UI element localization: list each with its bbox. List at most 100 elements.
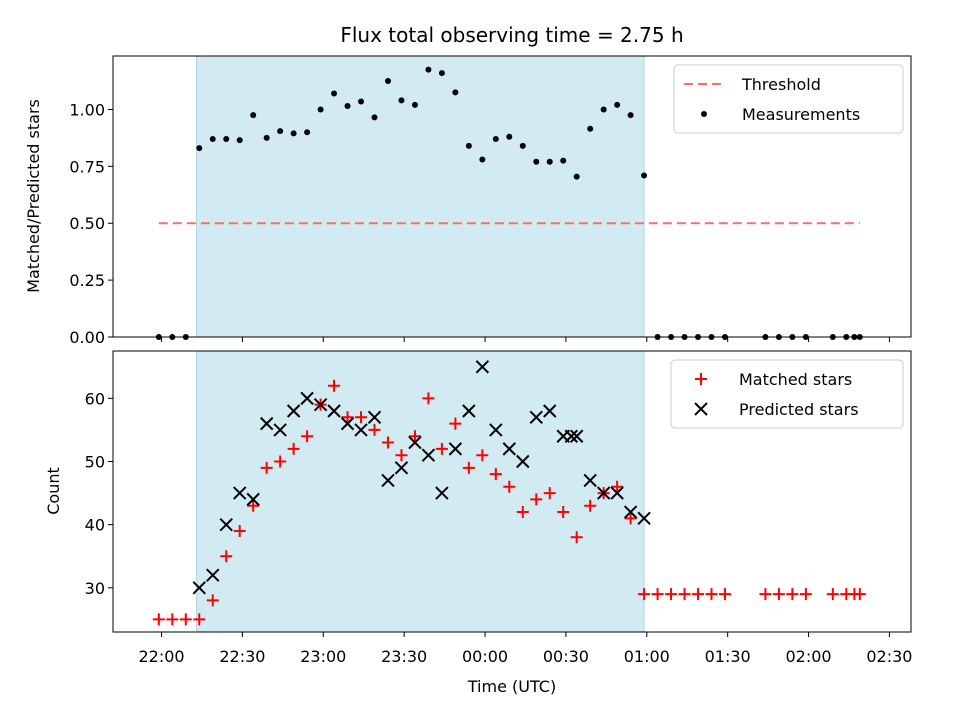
matched-stars-point xyxy=(368,423,381,436)
predicted-stars-point xyxy=(516,454,530,469)
predicted-stars-point xyxy=(623,505,638,519)
measurement-point xyxy=(479,156,486,163)
matched-stars-point xyxy=(435,442,448,455)
top-legend-box xyxy=(673,64,904,134)
top-y-tick-label: 0.50 xyxy=(69,214,105,233)
predicted-stars-point xyxy=(394,461,409,475)
measurement-point xyxy=(398,97,405,104)
x-tick-label: 23:00 xyxy=(300,647,346,666)
matched-stars-point xyxy=(530,493,543,506)
matched-stars-point xyxy=(260,461,273,474)
legend-label: Threshold xyxy=(741,75,821,94)
measurement-point xyxy=(627,112,634,119)
measurement-point xyxy=(371,114,378,121)
legend-predicted-handle xyxy=(694,402,708,416)
matched-stars-point xyxy=(381,436,394,449)
predicted-stars-point xyxy=(596,486,611,500)
measurement-point xyxy=(614,101,621,108)
measurement-point xyxy=(465,142,472,149)
x-tick-label: 23:30 xyxy=(381,647,427,666)
matched-stars-point xyxy=(651,588,664,601)
top-y-tick-label: 0.00 xyxy=(69,328,105,347)
bottom-axes-frame xyxy=(112,350,912,633)
predicted-stars-point xyxy=(300,391,314,406)
predicted-stars-point xyxy=(408,435,422,450)
matched-stars-point xyxy=(462,461,475,474)
measurement-point xyxy=(492,136,499,143)
predicted-stars-point xyxy=(421,448,436,462)
measurement-point xyxy=(223,136,230,143)
measurement-point xyxy=(573,173,580,180)
predicted-stars-point xyxy=(583,473,597,488)
matched-stars-point xyxy=(395,449,408,462)
measurement-point xyxy=(546,158,553,165)
top-series-measurements xyxy=(155,66,863,340)
bottom-observing-span xyxy=(196,351,645,632)
matched-stars-point xyxy=(355,411,368,424)
matched-stars-point xyxy=(853,588,866,601)
predicted-stars-point xyxy=(637,511,651,526)
matched-stars-point xyxy=(665,588,678,601)
x-tick-label: 02:30 xyxy=(866,647,912,666)
bottom-y-tick-label: 40 xyxy=(85,516,105,535)
top-y-tick-label: 0.25 xyxy=(69,271,105,290)
legend-label: Matched stars xyxy=(739,370,852,389)
measurement-point xyxy=(438,70,445,77)
measurement-point xyxy=(344,103,351,110)
matched-stars-point xyxy=(233,524,246,537)
matched-stars-point xyxy=(193,613,206,626)
predicted-stars-point xyxy=(475,360,490,374)
predicted-stars-point xyxy=(462,404,476,418)
matched-stars-point xyxy=(274,455,287,468)
measurement-point xyxy=(641,172,648,179)
measurement-point xyxy=(317,106,324,113)
matched-stars-point xyxy=(557,506,570,519)
measurement-point xyxy=(560,157,567,164)
matched-stars-point xyxy=(422,392,435,405)
x-tick-label: 02:00 xyxy=(785,647,831,666)
matched-stars-point xyxy=(772,588,785,601)
x-tick-label: 00:00 xyxy=(462,647,508,666)
matched-stars-point xyxy=(247,499,260,512)
bottom-y-tick-label: 50 xyxy=(85,453,105,472)
matched-stars-point xyxy=(301,430,314,443)
predicted-stars-point xyxy=(286,404,301,418)
bottom-y-tick-label: 30 xyxy=(85,579,105,598)
matched-stars-point xyxy=(220,550,233,563)
top-legend: Threshold Measurements xyxy=(673,64,904,134)
chart-title: Flux total observing time = 2.75 h xyxy=(340,23,683,47)
matched-stars-point xyxy=(408,430,421,443)
predicted-stars-point xyxy=(610,486,624,500)
bottom-series-predicted-stars xyxy=(192,360,651,595)
matched-stars-point xyxy=(179,613,192,626)
predicted-stars-point xyxy=(564,429,579,443)
measurement-point xyxy=(250,112,257,119)
predicted-stars-point xyxy=(192,581,206,595)
predicted-stars-point xyxy=(448,442,463,456)
predicted-stars-point xyxy=(354,423,368,437)
legend-label: Predicted stars xyxy=(739,400,859,419)
x-tick-label: 01:30 xyxy=(705,647,751,666)
matched-stars-point xyxy=(759,588,772,601)
top-y-axis-label: Matched/Predicted stars xyxy=(24,99,43,293)
matched-stars-point xyxy=(584,499,597,512)
predicted-stars-point xyxy=(529,410,543,425)
measurement-point xyxy=(506,133,513,140)
measurement-point xyxy=(358,98,365,105)
matched-stars-point xyxy=(624,512,637,525)
measurement-point xyxy=(196,145,203,152)
bottom-legend-box xyxy=(670,359,904,429)
matched-stars-point xyxy=(152,613,165,626)
predicted-stars-point xyxy=(367,410,382,425)
measurement-point xyxy=(587,125,594,132)
matched-stars-point xyxy=(341,411,354,424)
measurement-point xyxy=(304,129,311,136)
predicted-stars-point xyxy=(233,486,247,500)
x-axis-label: Time (UTC) xyxy=(467,677,556,696)
bottom-series-matched-stars xyxy=(152,379,866,626)
matched-stars-point xyxy=(678,588,691,601)
matched-stars-point xyxy=(705,588,718,601)
bottom-y-axis-label: Count xyxy=(44,467,63,515)
matched-stars-point xyxy=(543,487,556,500)
measurement-point xyxy=(263,134,270,141)
